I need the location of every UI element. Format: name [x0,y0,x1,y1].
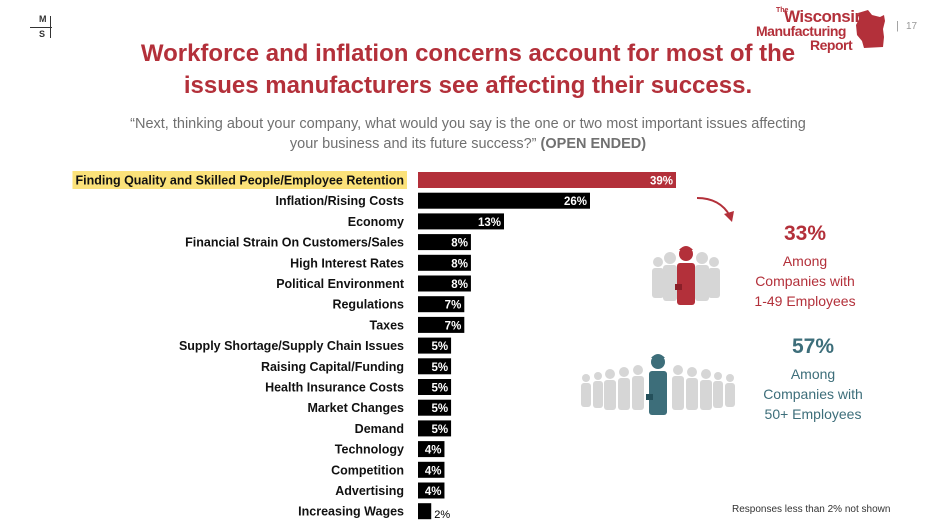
bar-value-label: 4% [425,465,442,477]
bar [418,254,471,271]
headline-line-2: issues manufacturers see affecting their… [183,72,753,99]
bar [418,275,471,292]
logo-divider-vertical [50,16,51,38]
bar [418,503,432,520]
bar-value-label: 5% [431,403,448,415]
question-line-2-text: your business and its future success?” [289,136,537,152]
survey-question: “Next, thinking about your company, what… [70,114,866,154]
bar [418,192,590,209]
bar [418,234,471,251]
headline: Workforce and inflation concerns account… [100,38,836,102]
callout-large-line-3: 50+ Employees [764,406,862,422]
bar-value-label: 8% [451,258,468,270]
bar-value-label: 2% [434,509,450,521]
bar [418,461,445,478]
category-label: Finding Quality and Skilled People/Emplo… [75,174,404,188]
bar-value-label: 7% [445,320,462,332]
callout-small-percent: 33% [783,222,827,245]
ms-logo: M S [33,14,55,40]
bar-value-label: 5% [431,383,448,395]
category-label: Raising Capital/Funding [261,360,404,374]
brand-line-1: Wisconsin [784,7,865,26]
category-label: Advertising [335,484,404,498]
category-label: Economy [348,215,404,229]
workers-group-icon-small [652,246,720,305]
bar [418,316,465,333]
bar [418,213,504,230]
brand-line-2: Manufacturing [756,23,846,39]
bar-value-label: 13% [478,217,501,229]
bar-value-label: 26% [564,196,587,208]
bar [418,399,452,416]
wisconsin-map-icon [856,10,885,48]
bar-value-label: 4% [425,486,442,498]
logo-letter-s: S [39,29,46,39]
category-label: Regulations [332,298,404,312]
category-label: Health Insurance Costs [265,381,404,395]
bar [418,358,452,375]
category-label: High Interest Rates [290,256,404,270]
category-label: Increasing Wages [298,505,404,519]
callout-small-line-3: 1-49 Employees [754,293,856,309]
headline-line-1: Workforce and inflation concerns account… [140,40,796,67]
bar-value-label: 5% [431,362,448,374]
page-number: 17 [906,21,918,32]
bar-value-label: 8% [451,238,468,250]
brand-logo: The Wisconsin Manufacturing Report [748,5,888,53]
logo-divider-horizontal [30,27,52,28]
category-label: Political Environment [276,277,405,291]
bar [418,441,445,458]
category-label: Competition [331,463,404,477]
category-label: Taxes [369,318,404,332]
callout-large-text: Among Companies with 50+ Employees [738,364,888,424]
bar [418,379,452,395]
brand-the: The [776,7,789,14]
category-label: Technology [335,443,404,457]
arrow-curve-icon [696,197,734,222]
bar-value-label: 4% [425,445,442,457]
bar [418,420,452,437]
bar-value-label: 8% [451,279,468,291]
logo-letter-m: M [39,14,47,24]
question-tag: (OPEN ENDED) [540,136,647,152]
bar [418,337,452,354]
bar-value-label: 39% [650,176,673,188]
callout-small-text: Among Companies with 1-49 Employees [730,251,880,311]
category-label: Market Changes [307,401,404,415]
workers-group-icon-large [581,354,735,415]
callout-large-line-2: Companies with [763,386,863,402]
bar-value-label: 7% [445,300,462,312]
question-line-2: your business and its future success?” (… [70,134,866,154]
category-label: Financial Strain On Customers/Sales [185,236,404,250]
category-label: Supply Shortage/Supply Chain Issues [179,339,404,353]
bar-value-label: 5% [431,424,448,436]
bar-value-label: 5% [431,341,448,353]
footnote: Responses less than 2% not shown [732,504,891,515]
bar [418,296,465,313]
bar [418,482,445,499]
question-line-1: “Next, thinking about your company, what… [130,116,806,132]
category-label: Inflation/Rising Costs [276,194,405,208]
brand-line-3: Report [810,37,853,53]
callout-large-percent: 57% [791,335,835,358]
category-label-highlight [72,171,407,189]
callout-small-line-2: Companies with [755,273,855,289]
bar [418,172,676,188]
callout-large-line-1: Among [790,366,836,382]
callout-small-line-1: Among [782,253,828,269]
page-separator: | [896,20,899,32]
category-label: Demand [355,422,404,436]
